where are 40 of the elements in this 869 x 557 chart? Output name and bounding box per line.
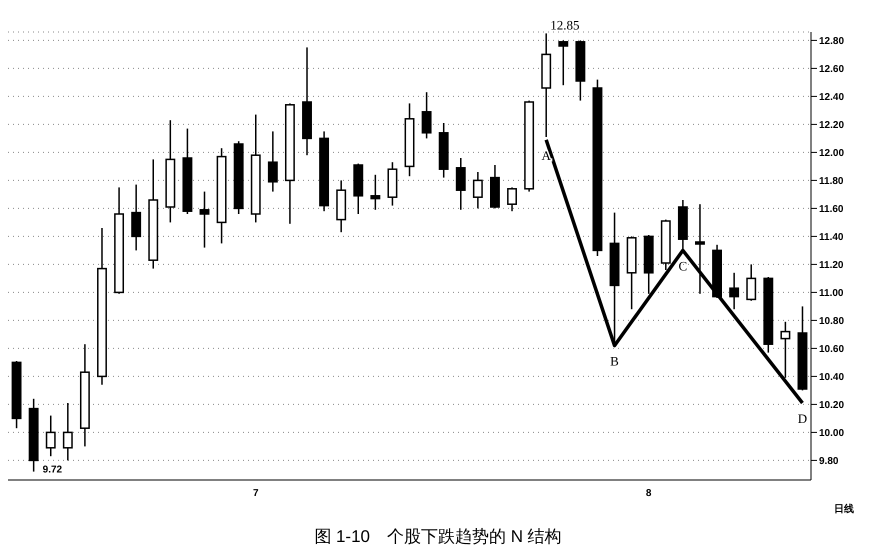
y-tick-label: 10.60 [819, 344, 844, 355]
y-tick-label: 12.60 [819, 64, 844, 75]
y-tick-label: 10.40 [819, 372, 844, 383]
candlestick [370, 174, 380, 211]
text: 图 1-10 个股下跌趋势的 N 结构 [313, 526, 563, 548]
y-tick-label: 10.80 [819, 316, 844, 327]
candlestick [695, 203, 705, 295]
y-tick-label: 12.80 [819, 36, 844, 47]
candlestick [62, 402, 73, 462]
y-tick-label: 12.40 [819, 92, 844, 103]
text: 9.72 [42, 464, 62, 476]
candlestick [268, 130, 278, 192]
data-label: B [610, 354, 620, 369]
candlestick [472, 171, 483, 210]
data-label: C [678, 258, 688, 274]
candlestick [131, 184, 142, 252]
candlestick [456, 157, 466, 211]
candlestick [46, 414, 56, 457]
candlestick [200, 190, 210, 248]
y-tick-label: 11.00 [819, 288, 844, 299]
y-tick-label: 11.40 [819, 232, 844, 243]
text: 12.85 [550, 17, 580, 32]
candlestick [746, 264, 756, 302]
y-tick-label: 11.60 [819, 204, 844, 215]
y-tick-label: 11.80 [819, 176, 844, 187]
candlestick [422, 91, 432, 140]
candlestick [780, 321, 790, 379]
data-label: D [798, 411, 808, 426]
text: 日线 [834, 502, 854, 516]
y-tick-label: 12.20 [819, 120, 844, 131]
y-tick-label: 10.20 [819, 400, 844, 411]
y-tick-label: 12.00 [819, 148, 844, 159]
x-tick-label: 8 [646, 488, 652, 499]
candlestick [558, 40, 568, 86]
y-tick-label: 10.00 [819, 428, 844, 439]
candlestick [729, 272, 740, 310]
x-tick-label: 7 [252, 488, 259, 499]
y-tick-label: 9.80 [819, 456, 839, 467]
candlestick [507, 186, 517, 212]
y-tick-label: 11.20 [819, 260, 844, 271]
